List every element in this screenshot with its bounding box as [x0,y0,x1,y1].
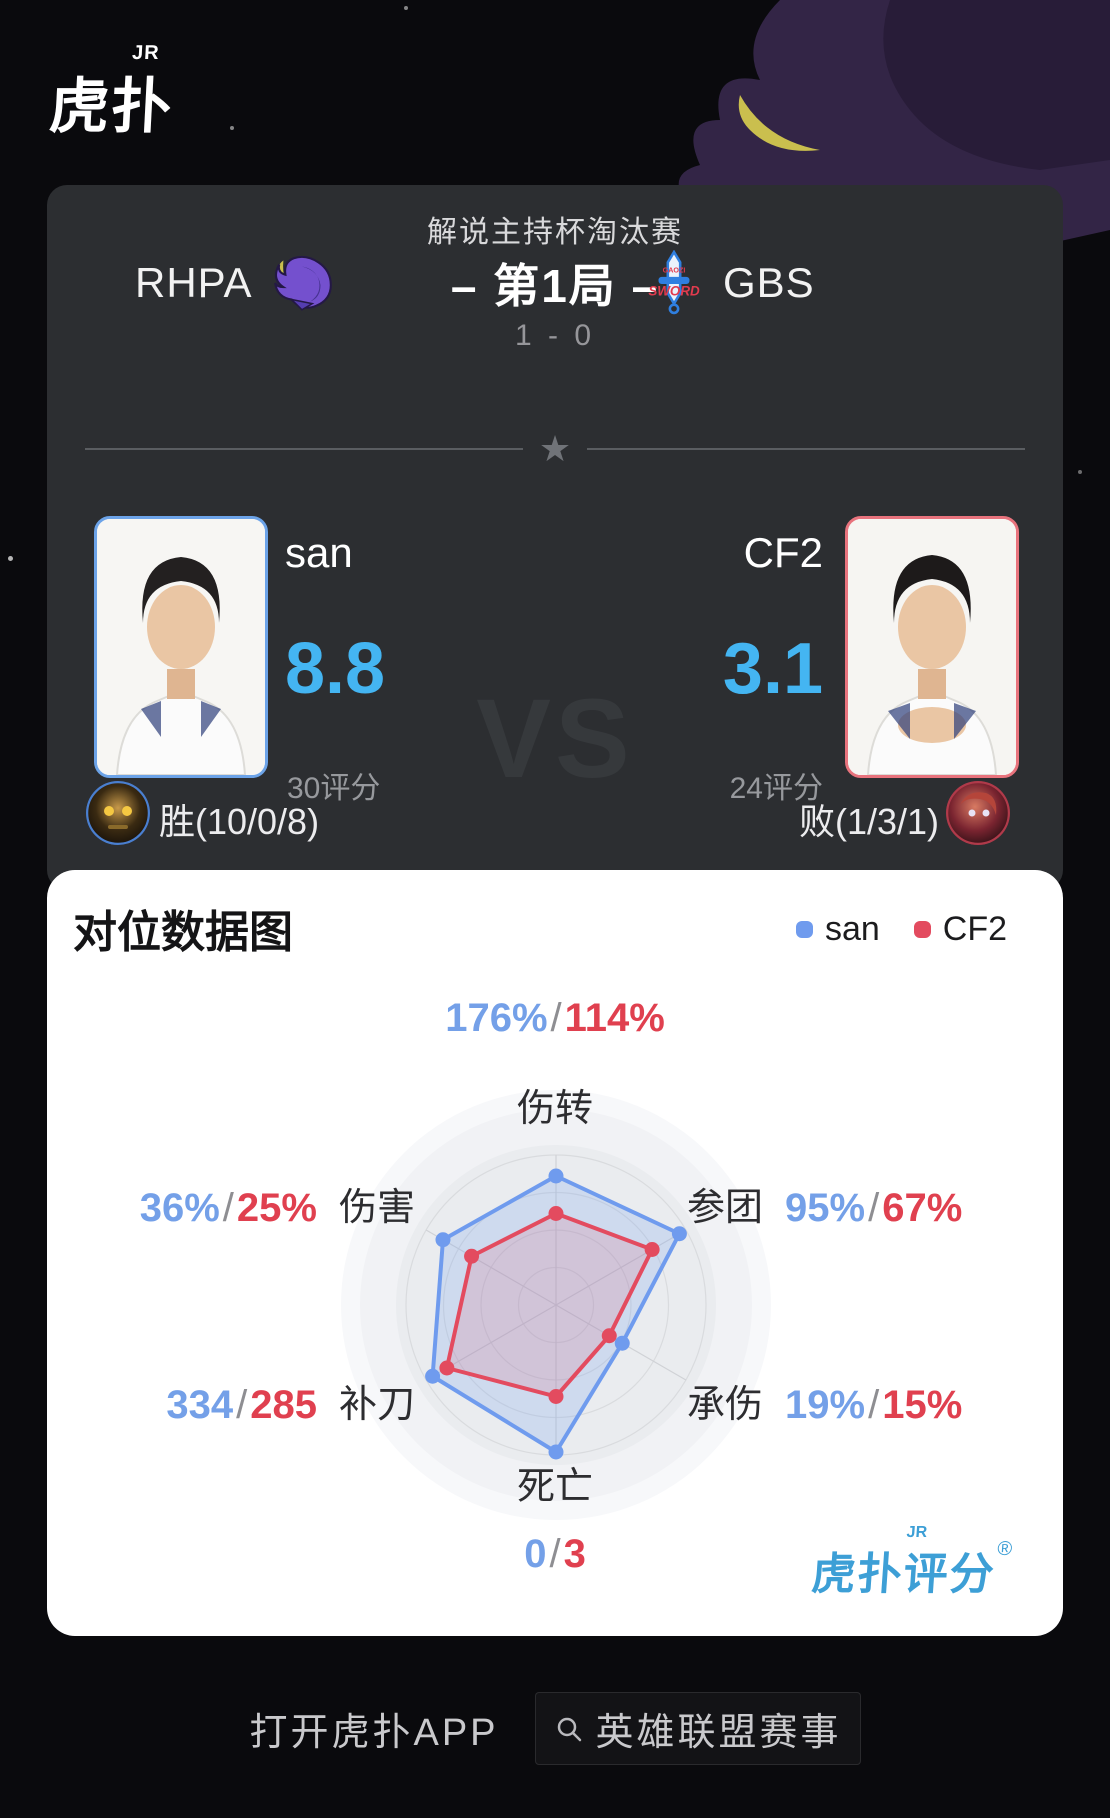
player-photo-left [94,516,268,778]
legend-item-san: san [795,910,880,949]
stat-chengshang-values: 19%/15% [785,1383,963,1427]
radar-chart [341,1090,771,1520]
stat-cantuan-row: 参团 95%/67% [687,1188,1047,1228]
player-right-rating: 3.1 [722,629,823,709]
team-right-logo-icon: GAOZI SWORD [648,250,700,315]
player-photo-right [845,516,1019,778]
hupu-logo-jr: JR [131,42,161,64]
champion-result-row: 胜(10/0/8) 败(1/3/1) [47,779,1063,849]
legend-dot-blue [795,921,813,938]
star-icon: ★ [538,428,572,469]
svg-text:GAOZI: GAOZI [663,266,686,275]
player-left-rating-count: 30评分 [287,772,381,805]
player-left-name: san [285,529,353,576]
search-icon [557,1717,581,1741]
star-decoration [1078,470,1082,474]
star-decoration [404,6,408,10]
result-left: 胜(10/0/8) [159,801,320,842]
result-right: 败(1/3/1) [798,801,939,842]
game-number-label: – 第1局 – [450,260,660,312]
footer: 打开虎扑APP 英雄联盟赛事 [0,1692,1110,1765]
legend-dot-red [913,921,931,938]
stat-shanghai-row: 36%/25% 伤害 [103,1188,415,1228]
stat-siwang-values: 0 / 3 [524,1532,586,1576]
team-right: GAOZI SWORD GBS [643,243,815,323]
player-right-name: CF2 [743,529,823,576]
legend-label-san: san [824,910,880,948]
axis-label-shangzhuan: 伤转 [516,1088,593,1130]
legend: san CF2 [795,910,1007,949]
series-score: 1 - 0 [514,319,596,352]
stat-shangzhuan-values: 176% / 114% [445,996,665,1040]
axis-label-shanghai: 伤害 [338,1187,415,1229]
axis-label-siwang: 死亡 [516,1466,593,1508]
team-right-name: GBS [723,259,815,306]
open-app-button[interactable]: 打开虎扑APP [249,1712,499,1754]
champion-avatar-left [86,781,150,845]
team-left-name: RHPA [135,259,253,306]
star-decoration [8,556,13,561]
radar-card: 对位数据图 san CF2 176% / 114% 伤转 36%/25% [47,870,1063,1636]
stat-chengshang-row: 承伤 19%/15% [687,1385,1047,1425]
search-label: 英雄联盟赛事 [595,1712,842,1754]
radar-card-title: 对位数据图 [73,908,293,957]
stat-budao-row: 334/285 补刀 [103,1385,415,1425]
axis-label-chengshang: 承伤 [687,1384,764,1426]
stat-shanghai-values: 36%/25% [139,1186,317,1230]
team-left: RHPA [135,243,337,323]
champion-avatar-right [946,781,1010,845]
star-decoration [230,126,234,130]
match-card: 解说主持杯淘汰赛 RHPA – 第1局 – GAOZI SWORD [47,185,1063,890]
divider-line [85,448,523,450]
stat-cantuan-values: 95%/67% [785,1186,963,1230]
axis-label-budao: 补刀 [338,1384,415,1426]
team-row: RHPA – 第1局 – GAOZI SWORD GBS [47,243,1063,323]
svg-text:SWORD: SWORD [648,283,700,298]
player-right-rating-count: 24评分 [729,772,823,805]
hupu-logo-text: 虎扑 [47,73,176,140]
legend-label-cf2: CF2 [942,910,1007,948]
search-button[interactable]: 英雄联盟赛事 [534,1692,861,1765]
stat-budao-values: 334/285 [166,1383,317,1427]
divider-line [587,448,1025,450]
hupu-logo[interactable]: JR 虎扑 [47,42,176,145]
player-left-rating: 8.8 [285,629,386,709]
divider: ★ [85,429,1025,469]
team-left-logo-icon [273,255,332,311]
legend-item-cf2: CF2 [913,910,1007,949]
axis-label-cantuan: 参团 [687,1187,764,1229]
match-title: 解说主持杯淘汰赛 [427,216,683,249]
vs-watermark: VS [476,676,634,801]
